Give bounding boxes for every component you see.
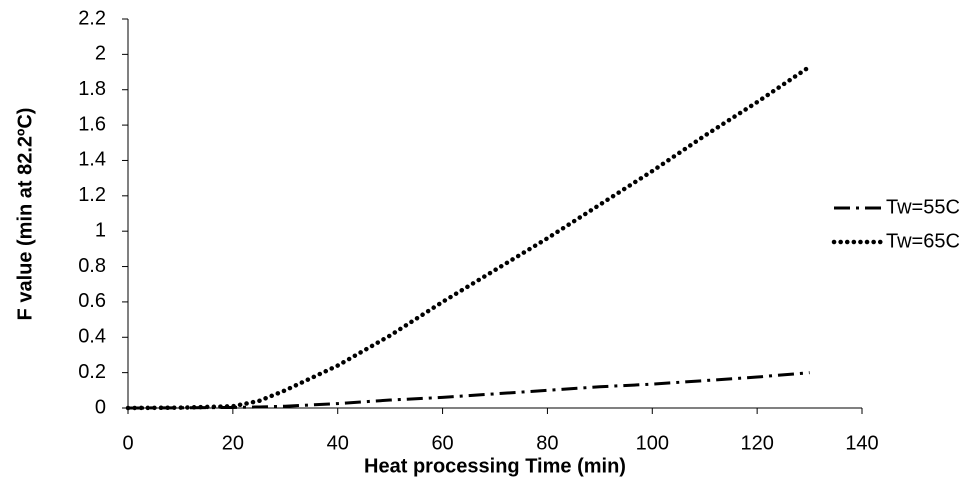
y-tick-label: 0.8 <box>78 255 106 277</box>
y-tick-label: 2.2 <box>78 7 106 29</box>
y-tick-label: 0.4 <box>78 326 106 348</box>
y-tick-label: 1.2 <box>78 184 106 206</box>
legend-label: Tw=55C <box>886 196 960 218</box>
x-tick-label: 140 <box>845 432 878 454</box>
x-tick-label: 80 <box>536 432 558 454</box>
x-tick-label: 60 <box>431 432 453 454</box>
series-line <box>125 64 812 411</box>
y-tick-label: 0.2 <box>78 361 106 383</box>
x-tick-label: 40 <box>327 432 349 454</box>
y-tick-label: 2 <box>95 43 106 65</box>
y-tick-label: 1.6 <box>78 113 106 135</box>
y-tick-label: 0 <box>95 396 106 418</box>
y-axis-title: F value (min at 82.2ºC) <box>14 108 36 321</box>
x-axis-title: Heat processing Time (min) <box>364 455 626 477</box>
x-tick-label: 120 <box>740 432 773 454</box>
y-tick-label: 1 <box>95 219 106 241</box>
y-tick-label: 1.8 <box>78 78 106 100</box>
x-tick-label: 100 <box>636 432 669 454</box>
y-tick-label: 1.4 <box>78 149 106 171</box>
x-tick-label: 0 <box>122 432 133 454</box>
x-tick-label: 20 <box>222 432 244 454</box>
series-line <box>127 371 810 410</box>
legend-label: Tw=65C <box>886 230 960 252</box>
y-tick-label: 0.6 <box>78 290 106 312</box>
